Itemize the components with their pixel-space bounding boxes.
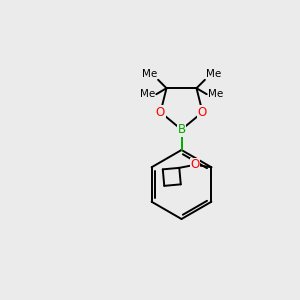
Text: Me: Me <box>142 69 157 79</box>
Text: Me: Me <box>206 69 221 79</box>
Text: O: O <box>198 106 207 119</box>
Text: Me: Me <box>140 89 155 99</box>
Text: B: B <box>177 123 186 136</box>
Text: Me: Me <box>208 89 223 99</box>
Text: O: O <box>156 106 165 119</box>
Text: O: O <box>190 158 200 171</box>
